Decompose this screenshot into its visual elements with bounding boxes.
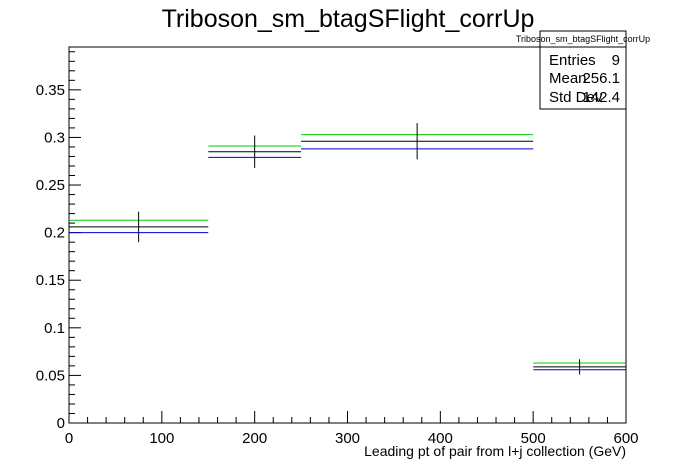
y-tick-label: 0.1 [44, 320, 65, 337]
x-tick-label: 500 [521, 430, 546, 447]
y-axis: 0 0.05 0.1 0.15 0.2 0.25 0.3 0.35 [36, 51, 81, 432]
stats-mean-label: Mean [549, 70, 587, 87]
y-tick-label: 0.15 [36, 272, 65, 289]
x-tick-label: 400 [428, 430, 453, 447]
chart-title: Triboson_sm_btagSFlight_corrUp [162, 5, 535, 33]
x-tick-label: 200 [242, 430, 267, 447]
stats-entries-label: Entries [549, 52, 596, 69]
y-tick-label: 0.25 [36, 177, 65, 194]
stats-box-name: Triboson_sm_btagSFlight_corrUp [516, 34, 650, 44]
stats-stddev-label: Std Dev [549, 89, 603, 106]
x-tick-label: 300 [335, 430, 360, 447]
y-tick-label: 0.05 [36, 367, 65, 384]
x-tick-label: 600 [613, 430, 638, 447]
y-tick-label: 0 [57, 415, 65, 432]
stats-box-frame [539, 30, 627, 110]
stats-mean-value: 256.1 [582, 70, 620, 87]
y-tick-label: 0.3 [44, 129, 65, 146]
y-tick-label: 0.35 [36, 82, 65, 99]
x-axis-title: Leading pt of pair from l+j collection (… [364, 443, 626, 459]
stats-entries-value: 9 [612, 52, 620, 69]
x-axis: 0 100 200 300 400 500 600 [65, 411, 639, 447]
x-tick-label: 100 [149, 430, 174, 447]
y-tick-label: 0.2 [44, 225, 65, 242]
series-layer [69, 123, 626, 375]
x-tick-label: 0 [65, 430, 73, 447]
stats-box: Triboson_sm_btagSFlight_corrUp Entries 9… [516, 30, 650, 110]
stats-stddev-value: 142.4 [582, 89, 620, 106]
